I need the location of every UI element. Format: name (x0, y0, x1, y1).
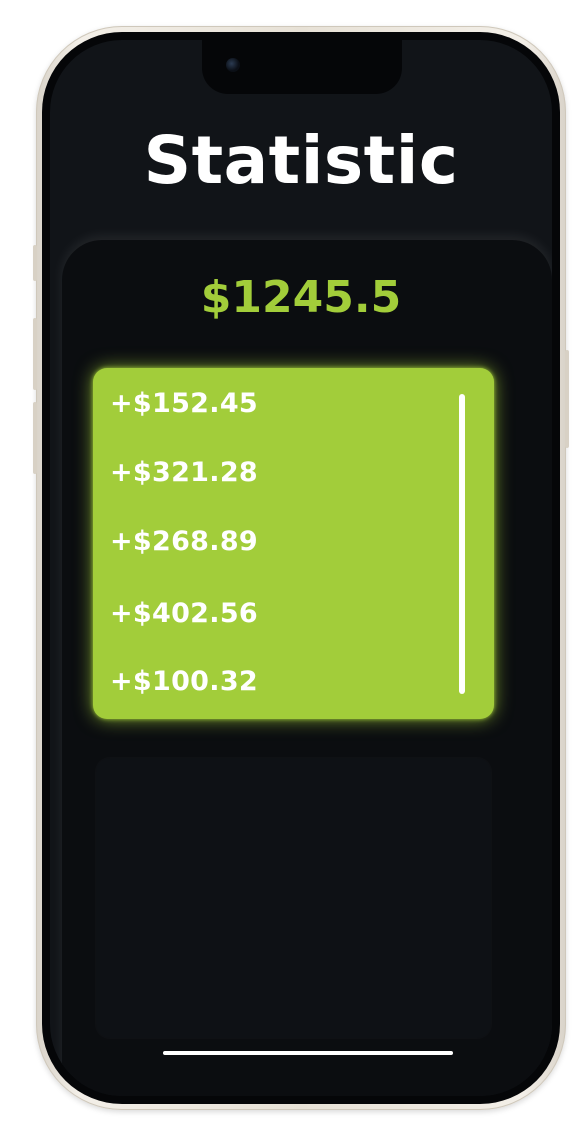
scrollbar[interactable] (459, 394, 465, 694)
power-button (565, 350, 569, 448)
list-item[interactable]: +$402.56 (110, 598, 258, 629)
list-item[interactable]: +$152.45 (110, 388, 258, 419)
mute-switch (33, 245, 37, 281)
camera-icon (226, 58, 240, 72)
notch (202, 40, 402, 94)
screen: Statistic $1245.5 +$152.45 +$321.28 +$26… (50, 40, 552, 1096)
chart-placeholder-card (96, 758, 491, 1038)
page-title: Statistic (143, 122, 459, 199)
list-item[interactable]: +$268.89 (110, 526, 258, 557)
transactions-list[interactable]: +$152.45 +$321.28 +$268.89 +$402.56 +$10… (93, 368, 494, 719)
volume-up-button (33, 318, 37, 390)
list-item[interactable]: +$321.28 (110, 457, 258, 488)
total-amount: $1245.5 (200, 272, 402, 323)
list-item[interactable]: +$100.32 (110, 666, 258, 697)
volume-down-button (33, 402, 37, 474)
home-indicator[interactable] (163, 1051, 453, 1055)
